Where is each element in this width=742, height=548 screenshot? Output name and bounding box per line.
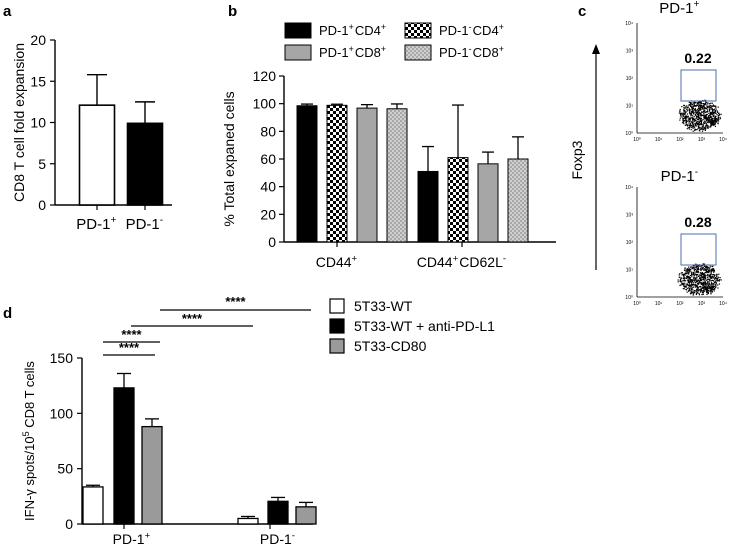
panel-d-bar [267, 500, 289, 525]
panel-c-y-tick-label: 10⁰ [625, 295, 633, 301]
panel-c-event-cloud [677, 263, 722, 296]
panel-d-x-tick-label: PD-1+ [113, 530, 152, 547]
panel-b-bar [296, 105, 318, 243]
panel-d-bar [237, 517, 259, 525]
panel-b-bar [386, 108, 408, 243]
panel-b-legend-label: PD-1+ CD8+ [319, 44, 387, 60]
panel-c-plot-title: PD-1+ [659, 0, 700, 17]
panel-a-y-tick-label: 0 [38, 197, 46, 213]
panel-d-legend-swatch [329, 318, 345, 334]
panel-c-y-tick-label: 10¹ [626, 268, 634, 274]
panel-d-significance-label: **** [121, 327, 142, 342]
panel-a-y-tick-label: 10 [30, 115, 46, 131]
panel-b-bar [417, 170, 439, 243]
panel-letter-c: c [578, 3, 586, 20]
panel-d-legend-label: 5T33-WT [354, 298, 413, 314]
panel-c-x-tick-label: 10⁰ [633, 137, 641, 143]
panel-c-x-tick-label: 10¹ [655, 301, 663, 307]
panel-b-legend-swatch [284, 22, 312, 39]
panel-c-gate-percent: 0.22 [684, 50, 711, 66]
panel-a-x-tick-label: PD-1+ [76, 215, 117, 233]
panel-d-significance-label: **** [119, 340, 140, 355]
panel-c-y-axis-label: Foxp3 [569, 140, 585, 179]
panel-c-plot-title: PD-1- [661, 167, 700, 185]
panel-b-bar [326, 104, 348, 243]
panel-b-legend-label: PD-1+ CD4+ [319, 22, 387, 38]
panel-b-y-tick-label: 0 [268, 234, 276, 250]
panel-d-y-axis-label: IFN-γ spots/105 CD8 T cells [21, 361, 37, 521]
panel-a-y-axis-label: CD8 T cell fold expansion [11, 43, 27, 202]
panel-b-y-tick-label: 120 [253, 68, 277, 84]
panel-b-legend-label: PD-1- CD4+ [439, 22, 505, 38]
panel-b-bar [356, 107, 378, 243]
panel-a-x-tick-label: PD-1- [126, 215, 165, 233]
panel-a-bar [78, 104, 116, 206]
panel-d-bar [295, 506, 317, 525]
panel-a-bar [126, 122, 164, 206]
panel-c-x-tick-label: 10³ [698, 301, 706, 307]
panel-c-x-tick-label: 10³ [698, 137, 706, 143]
panel-c-y-tick-label: 10³ [626, 49, 634, 55]
panel-d-bar [82, 486, 104, 525]
panel-b-legend-swatch [404, 22, 432, 39]
panel-d-bar [113, 387, 135, 525]
panel-b-y-tick-label: 60 [260, 151, 276, 167]
panel-b-x-tick-label: CD44+ [316, 253, 359, 270]
panel-b-y-tick-label: 80 [260, 123, 276, 139]
panel-b-bar [447, 157, 469, 243]
panel-b-chart: 0 20 40 60 80 100 120 % Total expaned cells CD44… [221, 22, 556, 270]
panel-c-y-tick-label: 10⁰ [625, 131, 633, 137]
panel-c-y-tick-label: 10¹ [626, 104, 634, 110]
panel-b-y-tick-label: 20 [260, 206, 276, 222]
panel-c-gate [680, 233, 717, 266]
panel-c-x-tick-label: 10¹ [655, 137, 663, 143]
panel-b-y-tick-label: 100 [253, 96, 277, 112]
panel-d-x-tick-label: PD-1- [260, 530, 296, 547]
panel-d-significance-label: **** [225, 294, 246, 309]
panel-b-x-tick-label: CD44+ CD62L- [417, 253, 507, 270]
panel-letter-b: b [228, 3, 237, 20]
panel-a-y-tick-label: 20 [30, 32, 46, 48]
panel-d-y-tick-label: 150 [50, 350, 74, 366]
panel-c-gate-percent: 0.28 [684, 214, 711, 230]
panel-c-arrow-head [592, 44, 600, 54]
panel-d-bar [141, 425, 163, 525]
panel-d-y-tick-label: 0 [65, 516, 73, 532]
panel-d-legend-swatch [329, 338, 345, 354]
panel-b-legend-label: PD-1- CD8+ [439, 44, 505, 60]
panel-c-y-tick-label: 10² [626, 76, 634, 82]
panel-d-legend-label: 5T33-CD80 [354, 338, 427, 354]
panel-d-legend-label: 5T33-WT + anti-PD-L1 [354, 318, 495, 334]
panel-d-significance-label: **** [182, 311, 203, 326]
panel-a-y-tick-label: 15 [30, 73, 46, 89]
panel-b-bar [477, 163, 499, 243]
panel-c-y-tick-label: 10⁴ [625, 185, 633, 191]
panel-b-legend-swatch [404, 44, 432, 61]
panel-b-y-tick-label: 40 [260, 179, 276, 195]
panel-d-legend-swatch [329, 298, 345, 314]
panel-b-y-axis-label: % Total expaned cells [221, 91, 237, 226]
panel-c-gate [680, 69, 717, 102]
panel-a-y-tick-label: 5 [38, 156, 46, 172]
panel-letter-a: a [3, 3, 12, 20]
panel-c-event-cloud [678, 99, 722, 132]
panel-b-bar [507, 158, 529, 243]
panel-c-x-tick-label: 10² [676, 137, 684, 143]
panel-b-legend-swatch [284, 44, 312, 61]
panel-c-x-tick-label: 10² [676, 301, 684, 307]
panel-c-x-tick-label: 10⁴ [719, 301, 727, 307]
panel-d-y-tick-label: 50 [57, 461, 73, 477]
panel-letter-d: d [3, 305, 12, 322]
panel-c-x-tick-label: 10⁴ [719, 137, 727, 143]
panel-c-y-tick-label: 10³ [626, 213, 634, 219]
panel-d-chart: 0 50 100 150 IFN-γ spots/105 CD8 T cells PD-1… [21, 294, 495, 547]
panel-d-y-tick-label: 100 [50, 405, 74, 421]
panel-c-x-tick-label: 10⁰ [633, 301, 641, 307]
panel-c-y-tick-label: 10⁴ [625, 21, 633, 27]
panel-c-y-tick-label: 10² [626, 240, 634, 246]
